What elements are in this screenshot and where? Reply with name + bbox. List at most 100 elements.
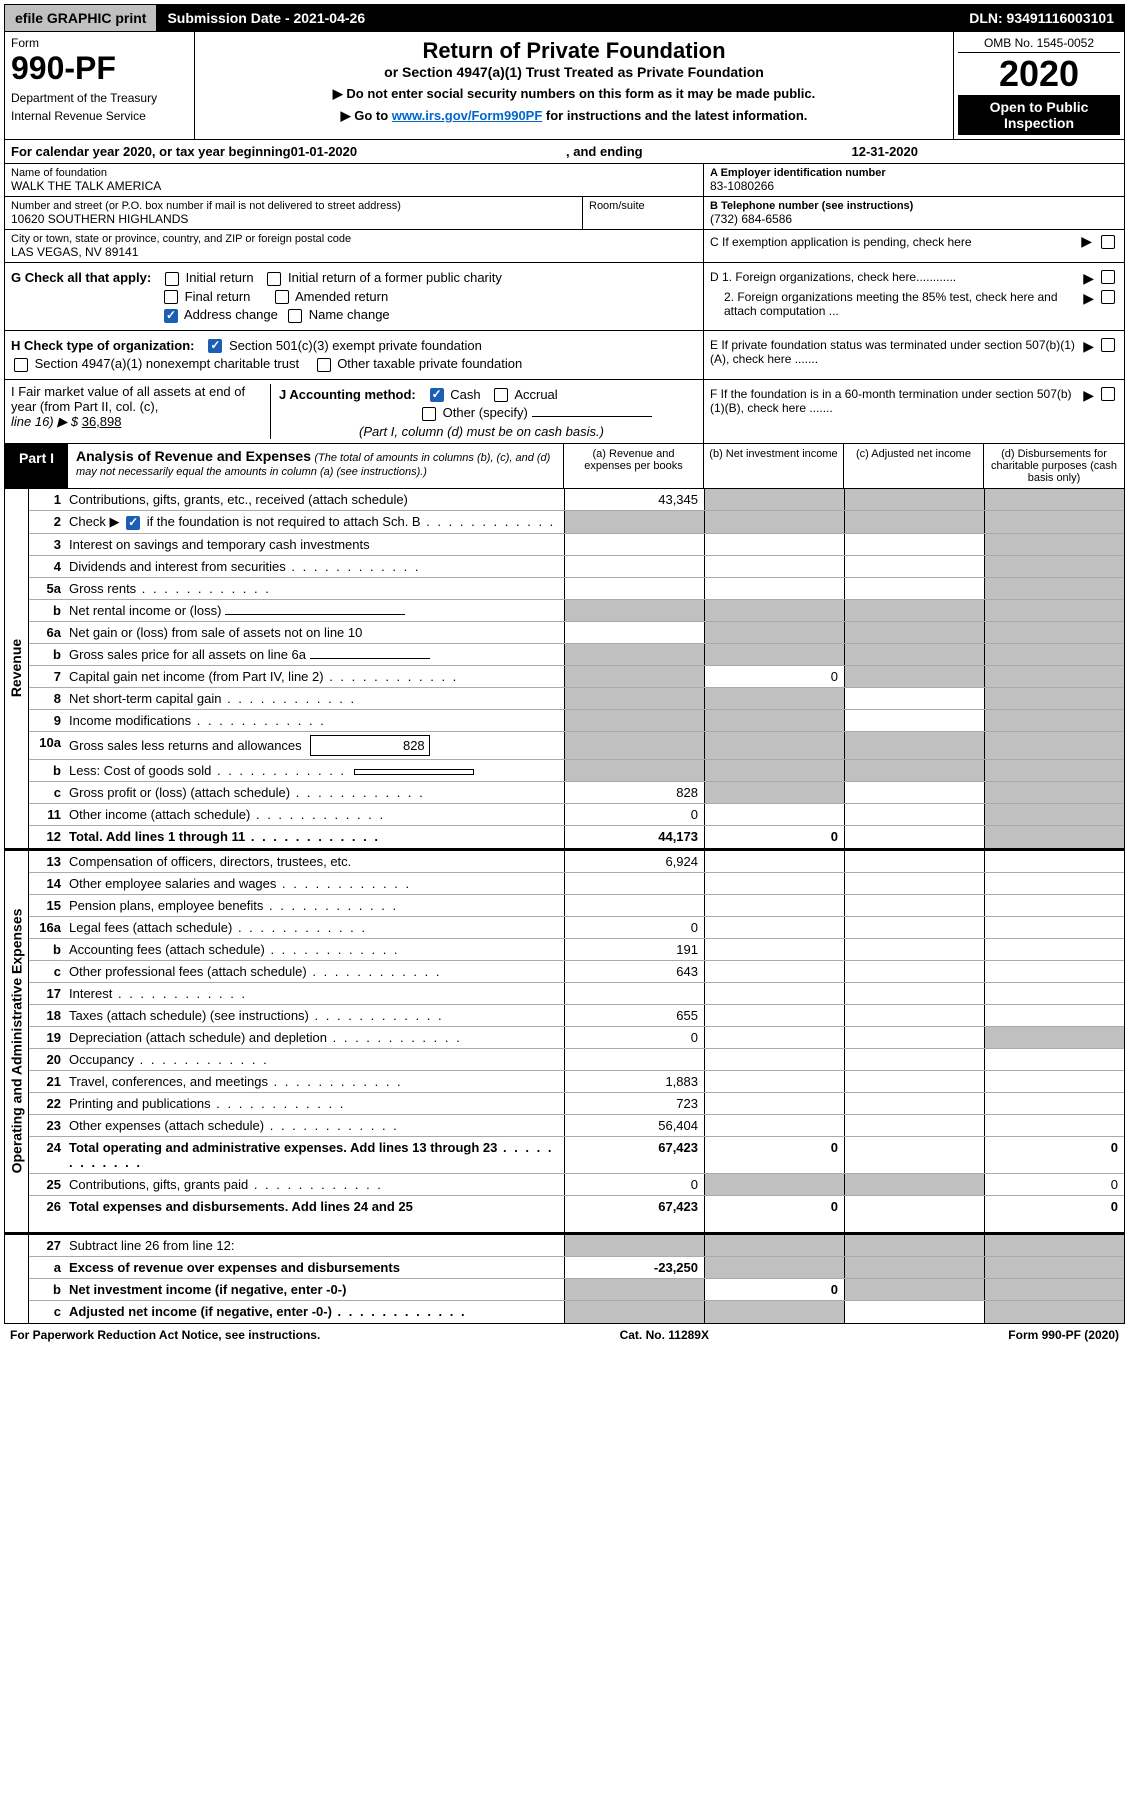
arrow-icon: ▶: [1083, 270, 1094, 287]
cell-b: [704, 732, 844, 759]
cell-d: 0: [984, 1137, 1124, 1173]
cell-b: [704, 1301, 844, 1323]
row-desc: Depreciation (attach schedule) and deple…: [65, 1027, 564, 1048]
expenses-label: Operating and Administrative Expenses: [5, 851, 29, 1232]
row-desc: Taxes (attach schedule) (see instruction…: [65, 1005, 564, 1026]
row-desc: Net gain or (loss) from sale of assets n…: [65, 622, 564, 643]
cell-a: 191: [564, 939, 704, 960]
cell-a: [564, 760, 704, 781]
accrual-checkbox[interactable]: [494, 388, 508, 402]
initial-return-former-checkbox[interactable]: [267, 272, 281, 286]
other-method-checkbox[interactable]: [422, 407, 436, 421]
row-num: 23: [29, 1115, 65, 1136]
cash-checkbox[interactable]: [430, 388, 444, 402]
instructions-link[interactable]: www.irs.gov/Form990PF: [392, 108, 543, 123]
section-h-e: H Check type of organization: Section 50…: [4, 331, 1125, 380]
exemption-pending-checkbox[interactable]: [1101, 235, 1115, 249]
row-desc: Total operating and administrative expen…: [65, 1137, 564, 1173]
form-ref: Form 990-PF (2020): [1008, 1328, 1119, 1342]
form-number: 990-PF: [11, 50, 188, 87]
row-num: 9: [29, 710, 65, 731]
row-desc: Legal fees (attach schedule): [65, 917, 564, 938]
i-label-b: line 16) ▶ $: [11, 414, 78, 429]
efile-print-button[interactable]: efile GRAPHIC print: [5, 5, 157, 31]
topbar-spacer: [375, 5, 959, 31]
cell-d: 0: [984, 1174, 1124, 1195]
phone-label: B Telephone number (see instructions): [710, 200, 1118, 212]
cell-a: 6,924: [564, 851, 704, 872]
submission-date: Submission Date - 2021-04-26: [157, 5, 375, 31]
cell-a: [564, 622, 704, 643]
revenue-label: Revenue: [5, 489, 29, 848]
initial-return-checkbox[interactable]: [165, 272, 179, 286]
sch-b-checkbox[interactable]: [126, 516, 140, 530]
cell-b: [704, 782, 844, 803]
cell-a: 0: [564, 1027, 704, 1048]
form-header: Form 990-PF Department of the Treasury I…: [4, 32, 1125, 140]
cell-b: [704, 1027, 844, 1048]
gross-sales-box: 828: [310, 735, 430, 756]
section-g-d: G Check all that apply: Initial return I…: [4, 263, 1125, 331]
row-num: 21: [29, 1071, 65, 1092]
row-num: 18: [29, 1005, 65, 1026]
final-return-checkbox[interactable]: [164, 290, 178, 304]
foreign-org-checkbox[interactable]: [1101, 270, 1115, 284]
col-d-header: (d) Disbursements for charitable purpose…: [984, 444, 1124, 488]
cell-a: 655: [564, 1005, 704, 1026]
cell-d: [984, 666, 1124, 687]
cell-c: [844, 489, 984, 510]
cell-c: [844, 917, 984, 938]
60-month-checkbox[interactable]: [1101, 387, 1115, 401]
d1-label: D 1. Foreign organizations, check here..…: [710, 270, 1079, 284]
cell-b: 0: [704, 1196, 844, 1232]
501c3-checkbox[interactable]: [208, 339, 222, 353]
4947a1-checkbox[interactable]: [14, 358, 28, 372]
row-desc: Pension plans, employee benefits: [65, 895, 564, 916]
row-num: 8: [29, 688, 65, 709]
amended-return-checkbox[interactable]: [275, 290, 289, 304]
cell-b: [704, 760, 844, 781]
row-desc: Printing and publications: [65, 1093, 564, 1114]
cell-b: [704, 804, 844, 825]
cell-c: [844, 961, 984, 982]
address-change-checkbox[interactable]: [164, 309, 178, 323]
part1-header: Part I Analysis of Revenue and Expenses …: [4, 444, 1125, 489]
addr-label: Number and street (or P.O. box number if…: [11, 200, 576, 212]
cell-a: 43,345: [564, 489, 704, 510]
row-num: 19: [29, 1027, 65, 1048]
paperwork-notice: For Paperwork Reduction Act Notice, see …: [10, 1328, 320, 1342]
row-num: 6a: [29, 622, 65, 643]
cell-d: [984, 556, 1124, 577]
phone-value: (732) 684-6586: [710, 212, 1118, 226]
j-opt-0: Cash: [450, 387, 480, 402]
row-num: 15: [29, 895, 65, 916]
cell-c: [844, 1257, 984, 1278]
cell-c: [844, 578, 984, 599]
name-change-checkbox[interactable]: [288, 309, 302, 323]
cell-c: [844, 1301, 984, 1323]
status-terminated-checkbox[interactable]: [1101, 338, 1115, 352]
other-taxable-checkbox[interactable]: [317, 358, 331, 372]
cell-b: [704, 851, 844, 872]
row-num: 5a: [29, 578, 65, 599]
cell-d: [984, 710, 1124, 731]
g-opt-2: Final return: [185, 289, 251, 304]
row-desc: Net investment income (if negative, ente…: [65, 1279, 564, 1300]
cell-c: [844, 1235, 984, 1256]
part1-tab: Part I: [5, 444, 68, 488]
cell-d: [984, 826, 1124, 848]
dept-irs: Internal Revenue Service: [11, 109, 188, 123]
g-opt-4: Address change: [184, 307, 278, 322]
city-state-zip: LAS VEGAS, NV 89141: [11, 245, 697, 259]
cell-b: [704, 1174, 844, 1195]
row-num: 3: [29, 534, 65, 555]
row-num: 13: [29, 851, 65, 872]
cell-d: [984, 732, 1124, 759]
g-opt-0: Initial return: [186, 270, 254, 285]
row-num: b: [29, 1279, 65, 1300]
cell-d: 0: [984, 1196, 1124, 1232]
foreign-85-checkbox[interactable]: [1101, 290, 1115, 304]
j-note: (Part I, column (d) must be on cash basi…: [279, 424, 697, 439]
cell-d: [984, 688, 1124, 709]
cell-d: [984, 873, 1124, 894]
